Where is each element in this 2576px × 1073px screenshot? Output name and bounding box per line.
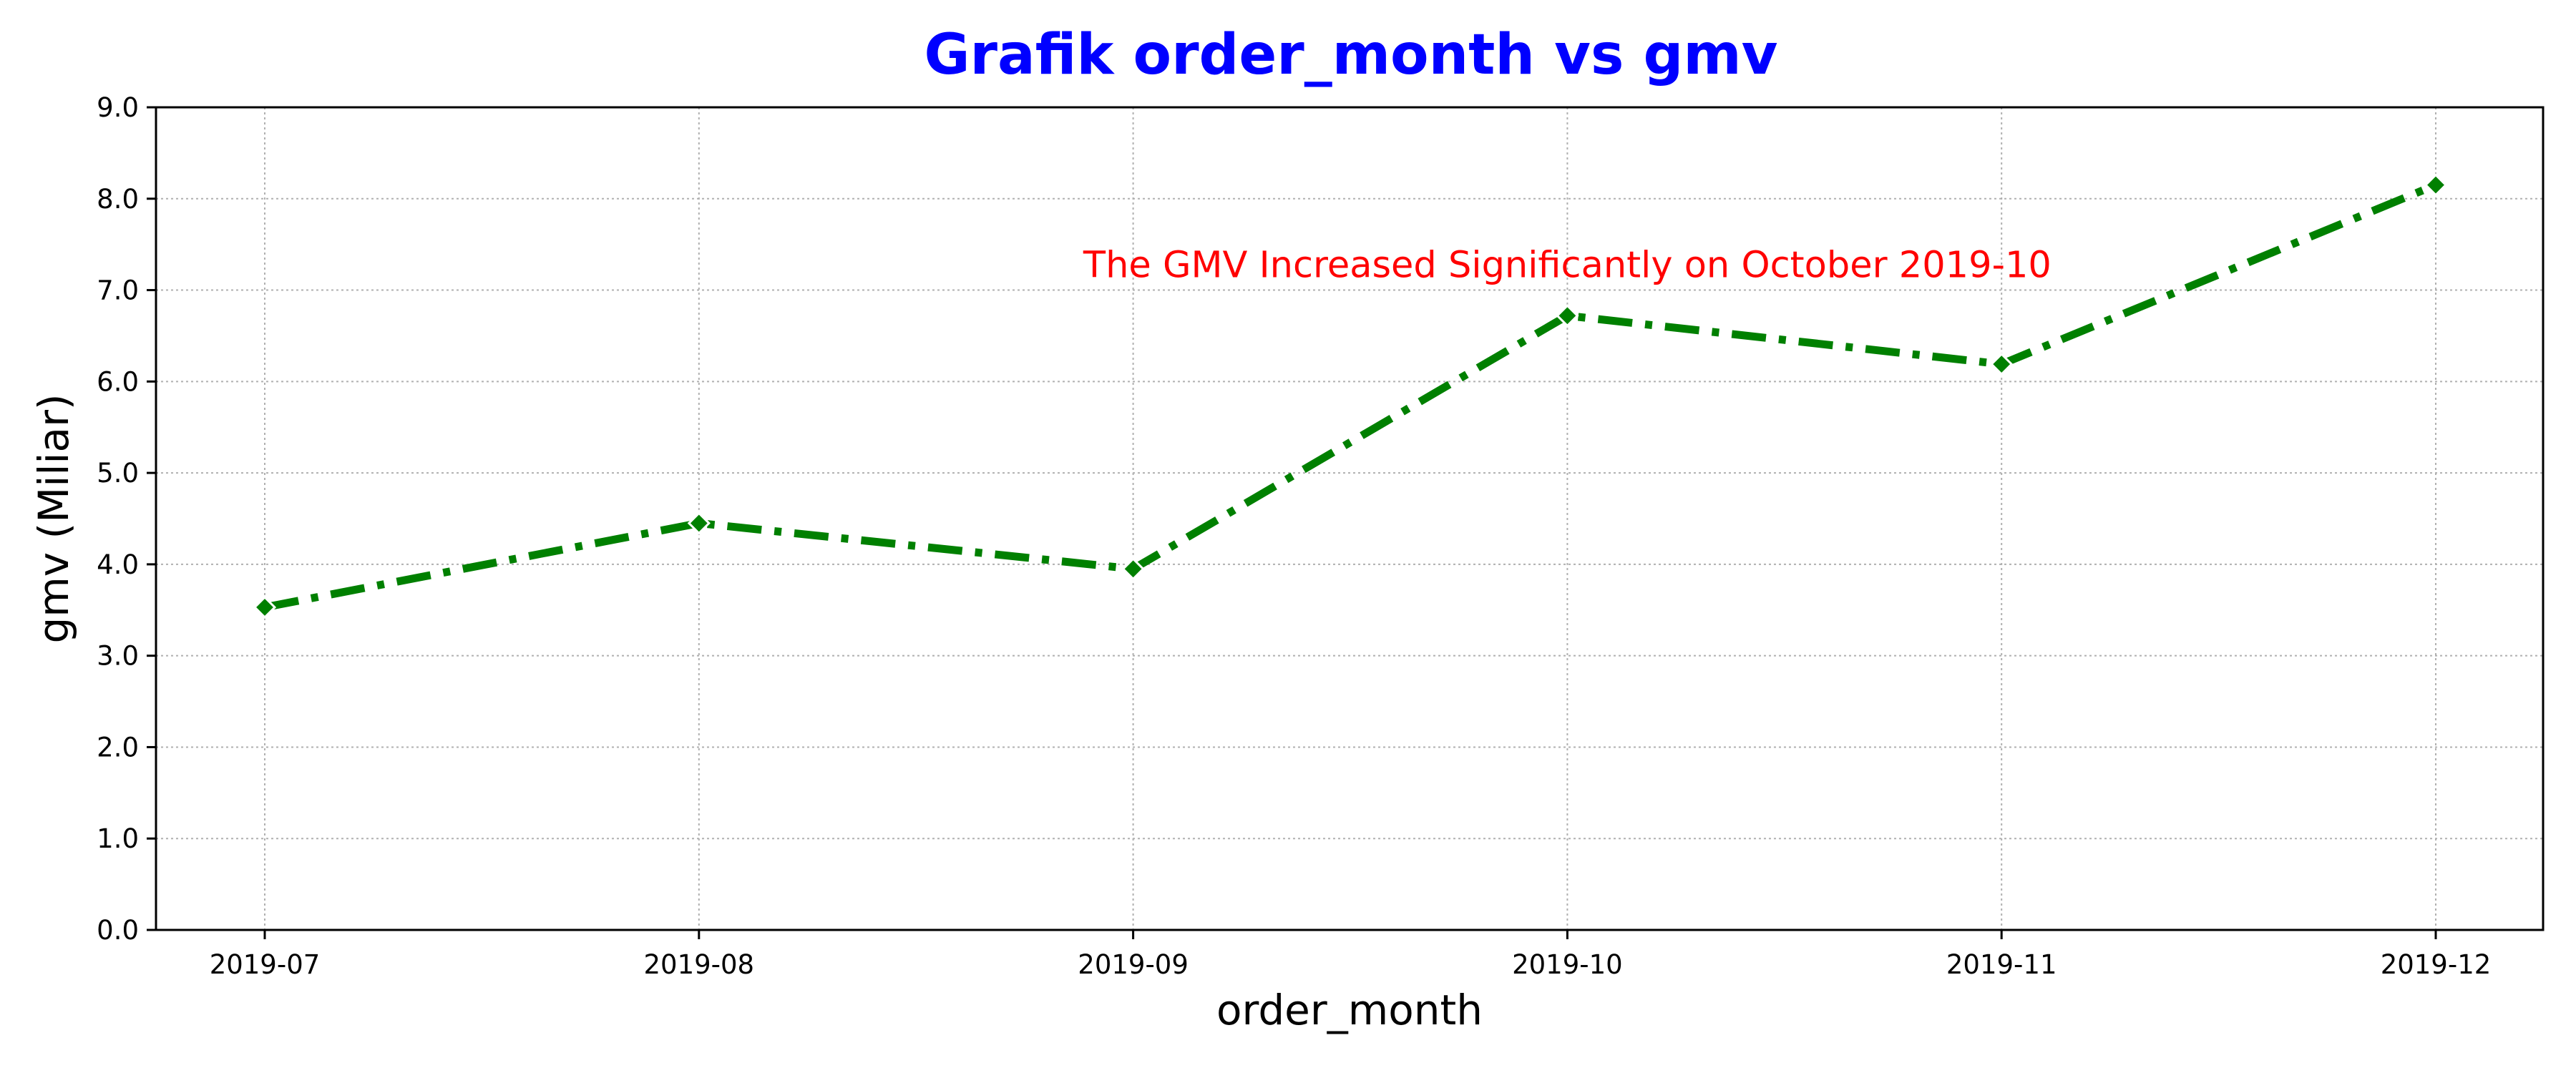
y-tick-label: 0.0 bbox=[97, 915, 139, 946]
y-tick-label: 8.0 bbox=[97, 184, 139, 215]
annotation: The GMV Increased Significantly on Octob… bbox=[1083, 245, 2051, 287]
x-tick-label: 2019-08 bbox=[643, 949, 754, 980]
y-tick-label: 2.0 bbox=[97, 732, 139, 763]
y-tick-label: 9.0 bbox=[97, 92, 139, 123]
x-tick-label: 2019-10 bbox=[1512, 949, 1623, 980]
y-tick-label: 7.0 bbox=[97, 275, 139, 306]
series-line bbox=[263, 181, 2438, 612]
plot-frame bbox=[155, 106, 2545, 931]
x-tick-label: 2019-09 bbox=[1078, 949, 1189, 980]
data-point bbox=[253, 595, 277, 619]
data-point bbox=[1121, 557, 1145, 581]
x-tick-label: 2019-07 bbox=[210, 949, 321, 980]
y-axis-ticks: 0.0 1.0 2.0 3.0 4.0 5.0 6.0 7.0 8.0 9.0 bbox=[97, 92, 156, 946]
grid-lines bbox=[156, 107, 2543, 930]
chart-title: Grafik order_month vs gmv bbox=[924, 23, 1778, 87]
data-point bbox=[687, 511, 711, 535]
data-point bbox=[1990, 352, 2014, 376]
y-tick-label: 6.0 bbox=[97, 366, 139, 397]
data-point bbox=[1556, 304, 1579, 328]
x-tick-label: 2019-12 bbox=[2381, 949, 2492, 980]
series-group bbox=[253, 173, 2448, 619]
data-point bbox=[2424, 173, 2448, 197]
y-tick-label: 1.0 bbox=[97, 823, 139, 854]
y-tick-label: 5.0 bbox=[97, 458, 139, 489]
x-tick-label: 2019-11 bbox=[1946, 949, 2057, 980]
y-tick-label: 4.0 bbox=[97, 549, 139, 580]
x-axis-label: order_month bbox=[1216, 986, 1483, 1034]
y-axis-label: gmv (Miliar) bbox=[29, 393, 78, 643]
y-tick-label: 3.0 bbox=[97, 641, 139, 672]
x-axis-ticks: 2019-07 2019-08 2019-09 2019-10 2019-11 2019-… bbox=[210, 930, 2492, 980]
